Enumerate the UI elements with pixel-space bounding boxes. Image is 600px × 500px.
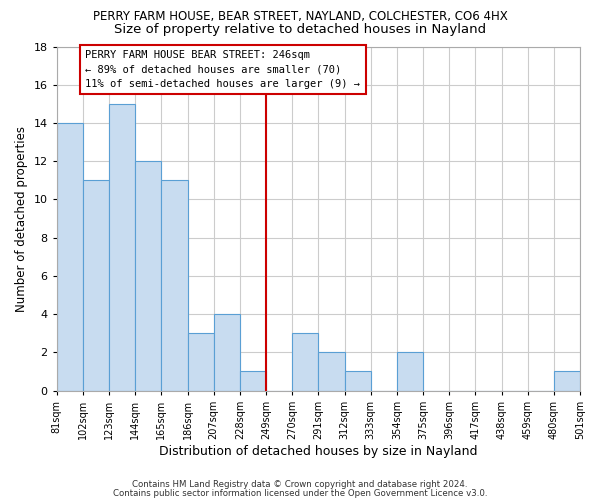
Bar — [135, 161, 161, 390]
Bar — [319, 352, 344, 391]
Text: PERRY FARM HOUSE BEAR STREET: 246sqm
← 89% of detached houses are smaller (70)
1: PERRY FARM HOUSE BEAR STREET: 246sqm ← 8… — [85, 50, 361, 89]
Bar — [214, 314, 240, 390]
Bar — [83, 180, 109, 390]
Bar — [240, 372, 266, 390]
Bar — [161, 180, 188, 390]
Text: Size of property relative to detached houses in Nayland: Size of property relative to detached ho… — [114, 22, 486, 36]
Bar — [397, 352, 423, 391]
Bar — [292, 333, 319, 390]
X-axis label: Distribution of detached houses by size in Nayland: Distribution of detached houses by size … — [159, 444, 478, 458]
Text: Contains HM Land Registry data © Crown copyright and database right 2024.: Contains HM Land Registry data © Crown c… — [132, 480, 468, 489]
Y-axis label: Number of detached properties: Number of detached properties — [15, 126, 28, 312]
Bar — [554, 372, 580, 390]
Text: PERRY FARM HOUSE, BEAR STREET, NAYLAND, COLCHESTER, CO6 4HX: PERRY FARM HOUSE, BEAR STREET, NAYLAND, … — [92, 10, 508, 23]
Bar — [109, 104, 135, 391]
Bar — [57, 123, 83, 390]
Text: Contains public sector information licensed under the Open Government Licence v3: Contains public sector information licen… — [113, 490, 487, 498]
Bar — [188, 333, 214, 390]
Bar — [344, 372, 371, 390]
